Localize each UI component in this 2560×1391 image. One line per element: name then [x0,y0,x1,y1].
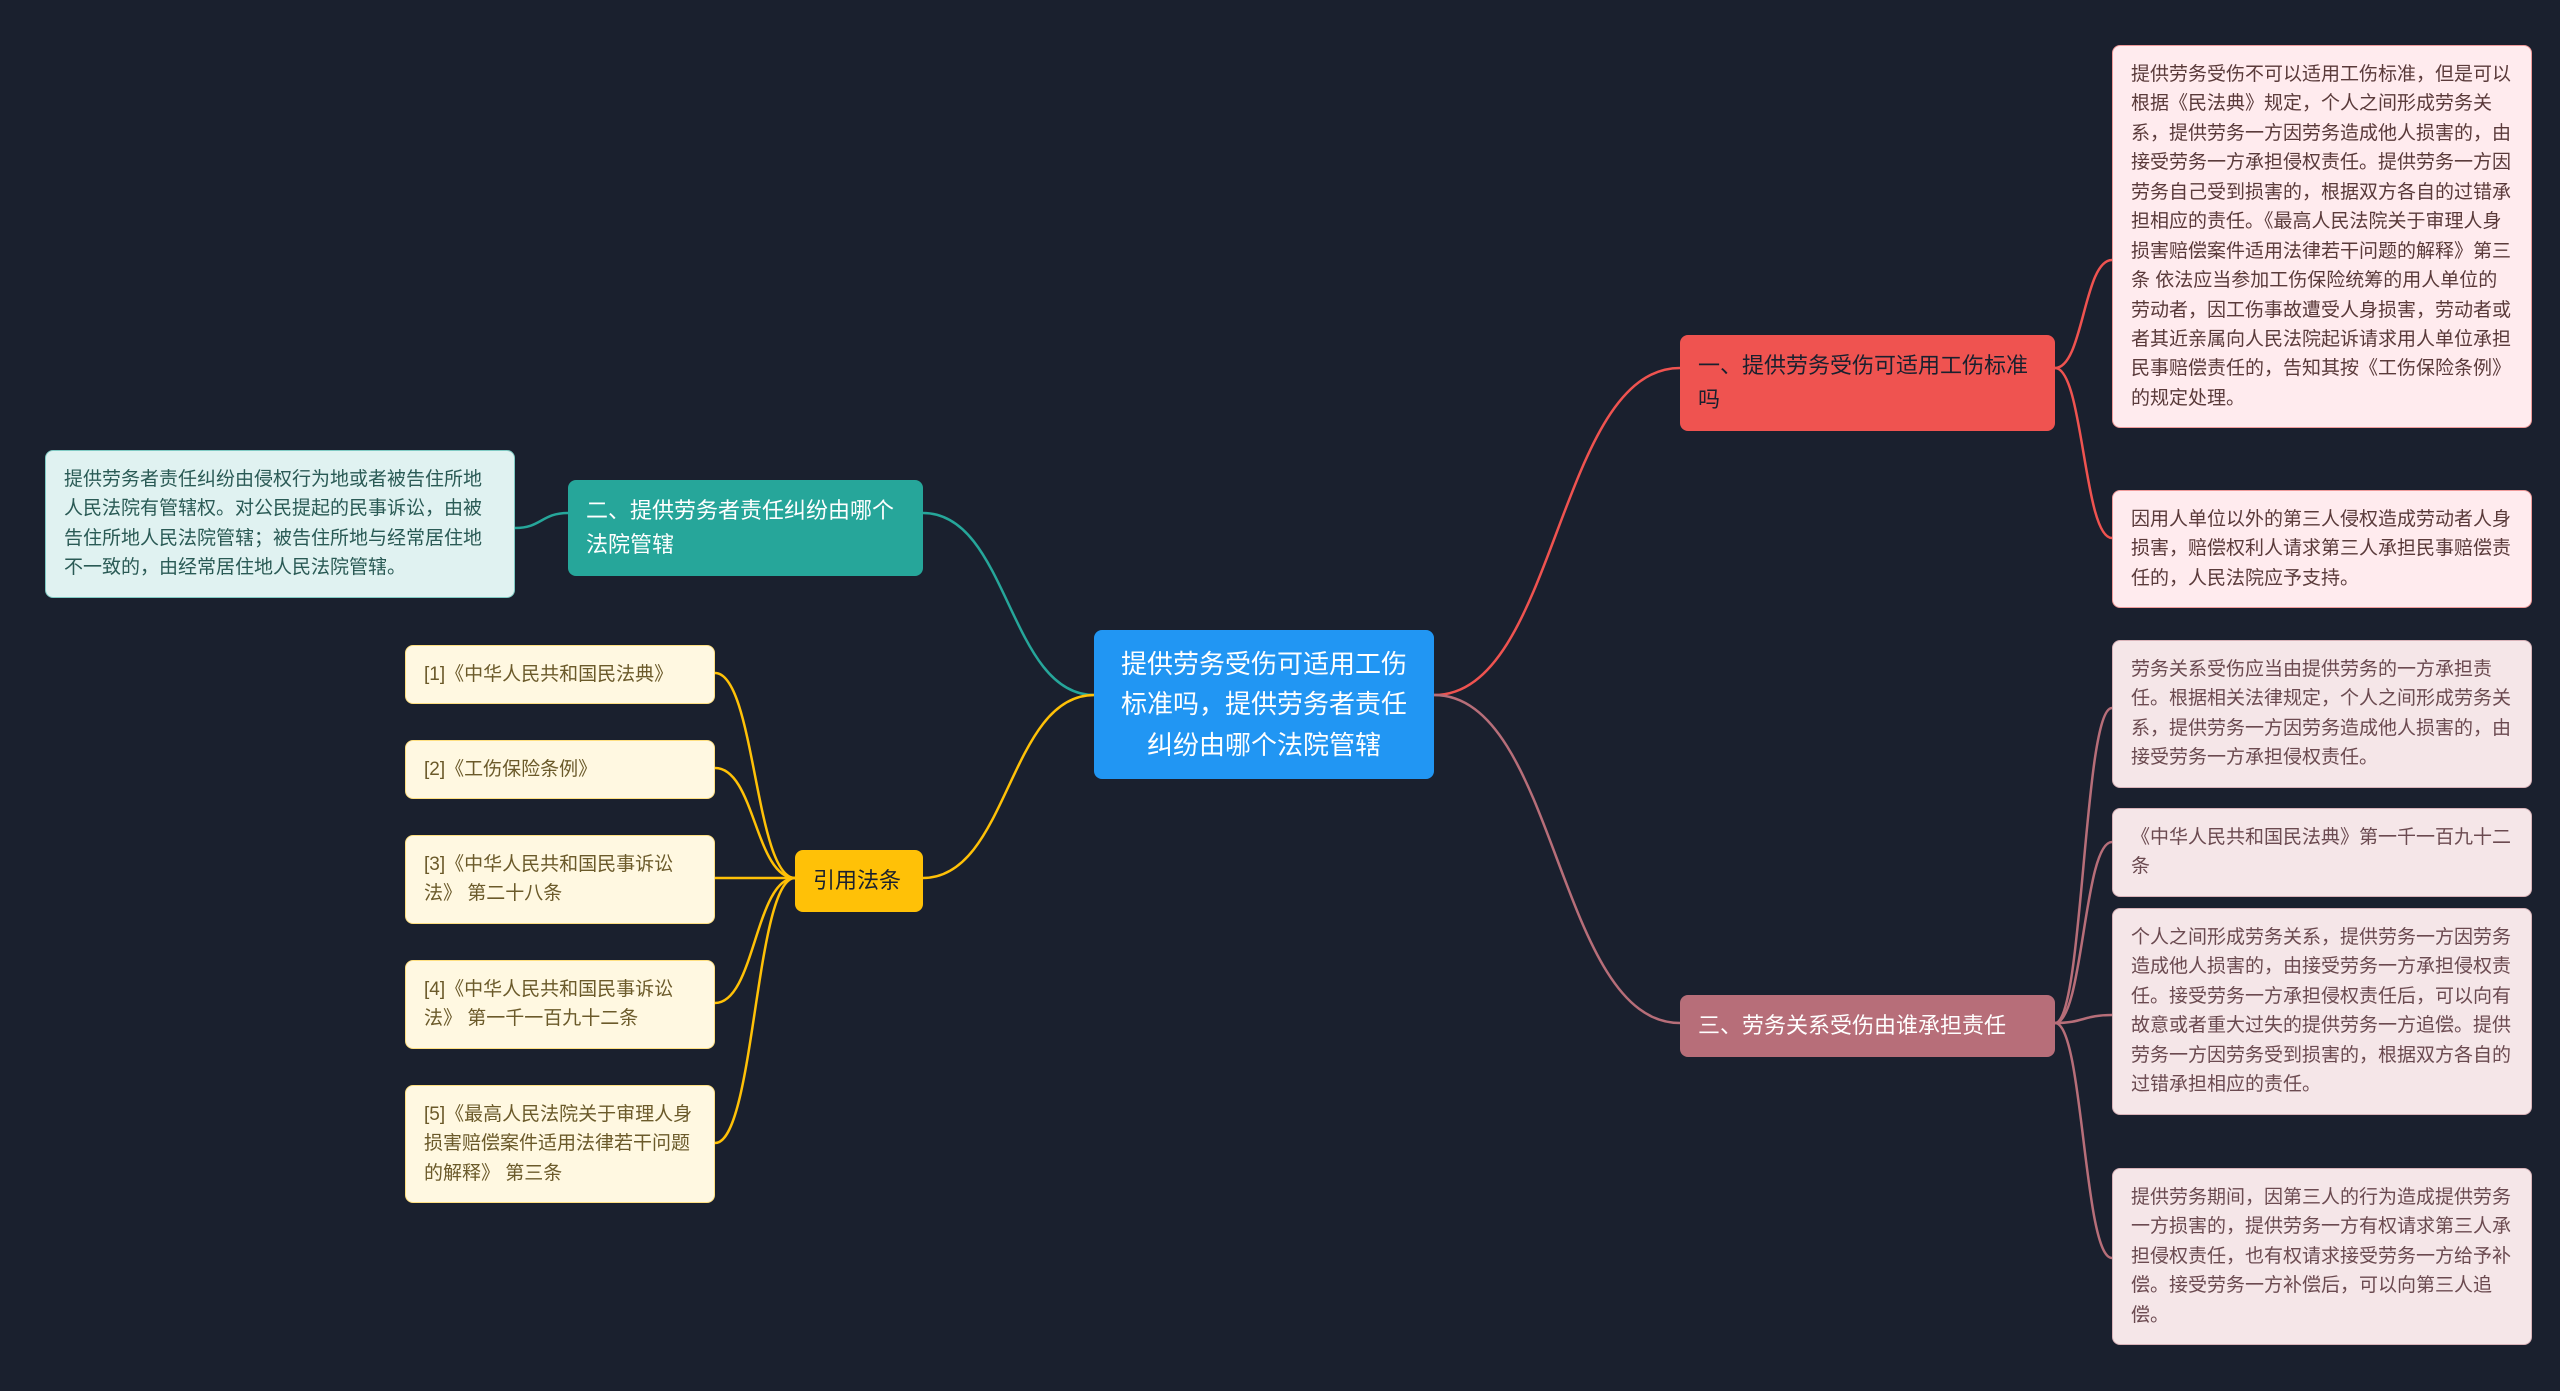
leaf-three-3[interactable]: 个人之间形成劳务关系，提供劳务一方因劳务造成他人损害的，由接受劳务一方承担侵权责… [2112,908,2532,1115]
branch-one[interactable]: 一、提供劳务受伤可适用工伤标准吗 [1680,335,2055,431]
leaf-law-1[interactable]: [1]《中华人民共和国民法典》 [405,645,715,704]
center-node[interactable]: 提供劳务受伤可适用工伤标准吗，提供劳务者责任纠纷由哪个法院管辖 [1094,630,1434,779]
leaf-two-1[interactable]: 提供劳务者责任纠纷由侵权行为地或者被告住所地人民法院有管辖权。对公民提起的民事诉… [45,450,515,598]
leaf-law-4[interactable]: [4]《中华人民共和国民事诉讼法》 第一千一百九十二条 [405,960,715,1049]
branch-law[interactable]: 引用法条 [795,850,923,912]
leaf-three-4[interactable]: 提供劳务期间，因第三人的行为造成提供劳务一方损害的，提供劳务一方有权请求第三人承… [2112,1168,2532,1345]
leaf-three-2[interactable]: 《中华人民共和国民法典》第一千一百九十二条 [2112,808,2532,897]
branch-three[interactable]: 三、劳务关系受伤由谁承担责任 [1680,995,2055,1057]
branch-two[interactable]: 二、提供劳务者责任纠纷由哪个法院管辖 [568,480,923,576]
leaf-law-3[interactable]: [3]《中华人民共和国民事诉讼法》 第二十八条 [405,835,715,924]
leaf-three-1[interactable]: 劳务关系受伤应当由提供劳务的一方承担责任。根据相关法律规定，个人之间形成劳务关系… [2112,640,2532,788]
leaf-one-1[interactable]: 提供劳务受伤不可以适用工伤标准，但是可以根据《民法典》规定，个人之间形成劳务关系… [2112,45,2532,428]
leaf-one-2[interactable]: 因用人单位以外的第三人侵权造成劳动者人身损害，赔偿权利人请求第三人承担民事赔偿责… [2112,490,2532,608]
mindmap-canvas: 提供劳务受伤可适用工伤标准吗，提供劳务者责任纠纷由哪个法院管辖 一、提供劳务受伤… [0,0,2560,1391]
leaf-law-5[interactable]: [5]《最高人民法院关于审理人身损害赔偿案件适用法律若干问题的解释》 第三条 [405,1085,715,1203]
leaf-law-2[interactable]: [2]《工伤保险条例》 [405,740,715,799]
